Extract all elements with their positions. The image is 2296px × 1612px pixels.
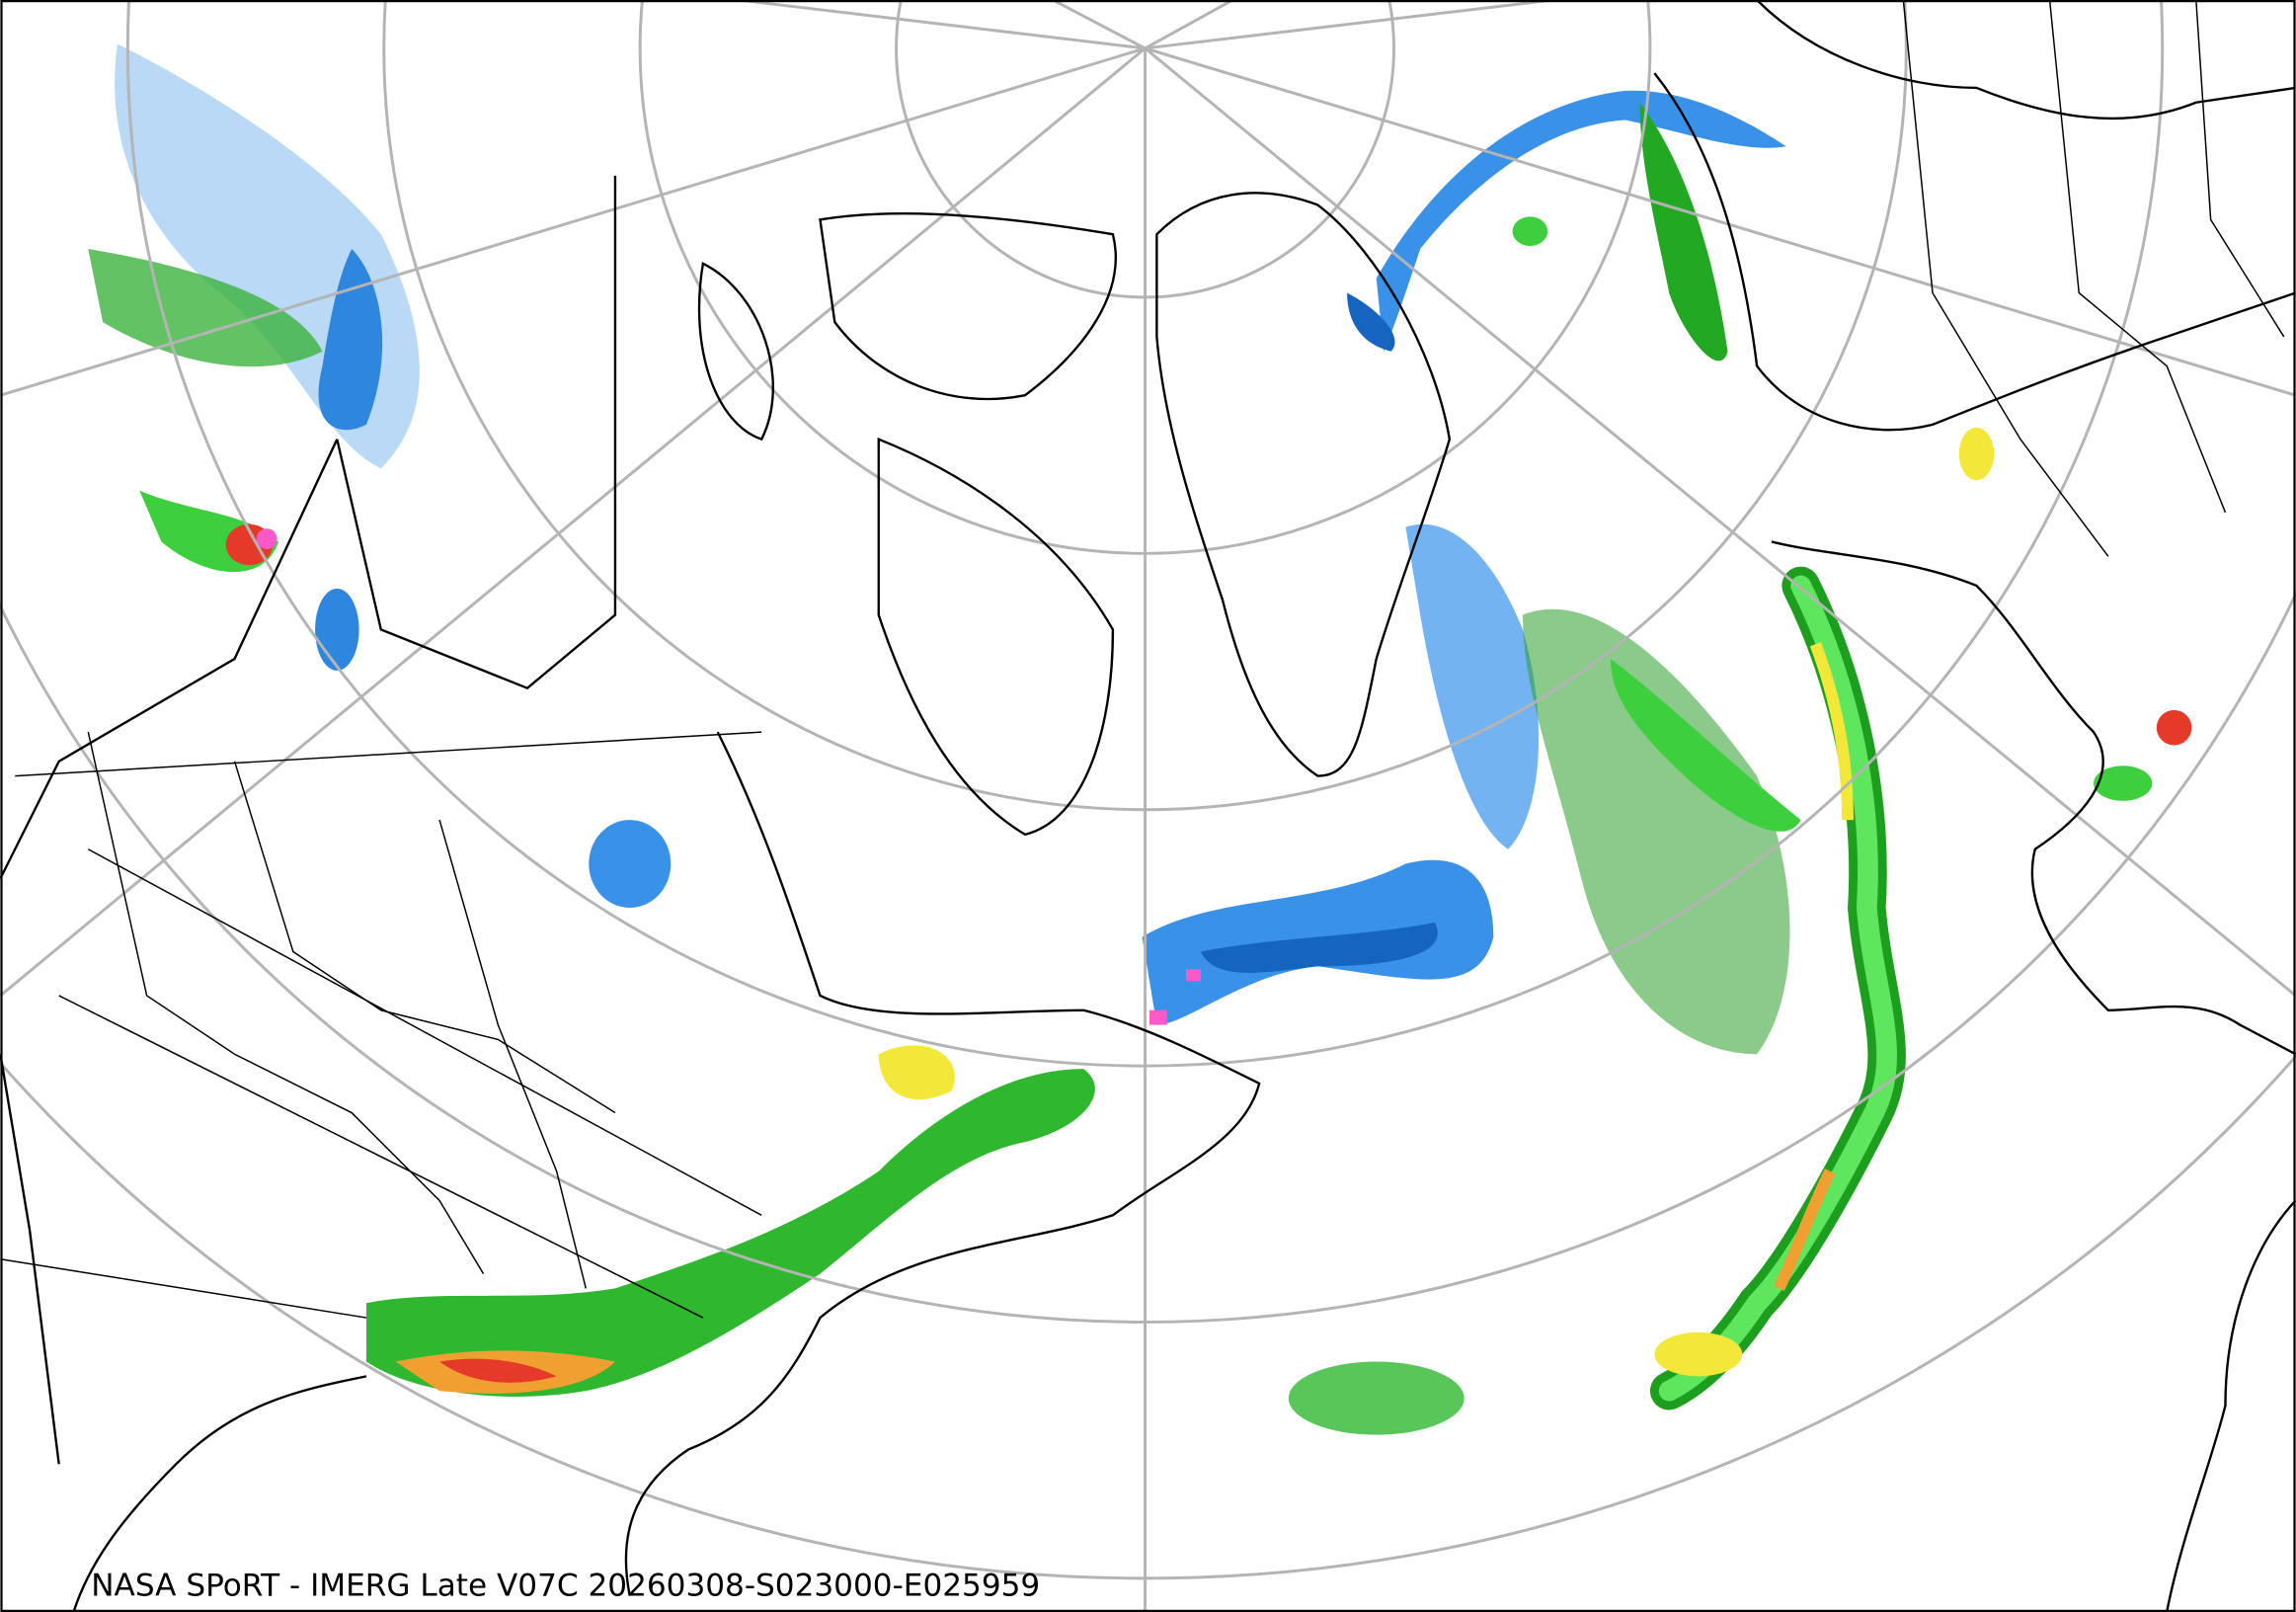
precipitation-shape xyxy=(1347,292,1395,352)
precipitation-shape xyxy=(1654,1331,1743,1377)
precipitation-shape xyxy=(365,1069,1095,1397)
borders-shape xyxy=(0,1258,367,1319)
graticule-shape xyxy=(1144,46,2296,998)
coastlines-shape xyxy=(624,731,1261,1596)
precipitation-shape xyxy=(1639,102,1728,362)
coastlines-shape xyxy=(1653,72,2296,432)
coastlines-shape xyxy=(1756,0,2296,121)
graticule-shape xyxy=(1145,46,2296,397)
graticule-shape xyxy=(0,46,1146,397)
precipitation-shape xyxy=(256,528,277,549)
precipitation-shape xyxy=(1148,1009,1167,1025)
coastlines-shape xyxy=(2166,1199,2296,1612)
precipitation-shape xyxy=(315,588,359,671)
precipitation-shape xyxy=(878,1045,955,1100)
precipitation-shape xyxy=(1376,90,1786,352)
coastlines-shape xyxy=(72,1375,367,1612)
borders-shape xyxy=(87,731,485,1274)
borders-shape xyxy=(2195,0,2285,338)
coastlines-shape xyxy=(1771,540,2296,1056)
graticule-shape xyxy=(0,46,1147,998)
borders-shape xyxy=(2048,0,2227,514)
precipitation-shape xyxy=(589,820,672,909)
coastlines-shape xyxy=(877,437,1115,837)
graticule-shape xyxy=(1050,0,1147,50)
borders-shape xyxy=(15,731,762,777)
graticule-shape xyxy=(726,0,1146,50)
precipitation-shape xyxy=(1186,969,1201,982)
borders-shape xyxy=(1902,0,2109,557)
precipitation-shape xyxy=(1512,216,1548,247)
coastlines-shape xyxy=(1155,192,1452,777)
precipitation-shape xyxy=(2156,709,2192,746)
precipitation-shape xyxy=(1610,659,1801,832)
precipitation xyxy=(88,43,2192,1435)
graticule-shape xyxy=(1145,0,1566,50)
precipitation-shape xyxy=(1200,922,1438,973)
precipitation-shape xyxy=(2094,766,2153,801)
coastlines-shape xyxy=(0,1054,60,1465)
precipitation-shape xyxy=(318,248,383,431)
caption: NASA SPoRT - IMERG Late V07C 20260308-S0… xyxy=(91,1569,1040,1604)
precipitation-shape xyxy=(1288,1361,1465,1435)
precipitation-shape xyxy=(1809,642,1854,821)
coastlines-shape xyxy=(0,439,339,879)
precipitation-shape xyxy=(1774,1169,1836,1292)
precipitation-shape xyxy=(1522,608,1790,1055)
borders-shape xyxy=(438,819,588,1289)
precipitation-shape xyxy=(439,1358,557,1383)
borders-shape xyxy=(233,761,616,1114)
borders-shape xyxy=(87,848,762,1216)
coastlines-shape xyxy=(336,175,617,690)
graticule-shape xyxy=(1144,0,1236,50)
coastlines-shape xyxy=(697,262,774,442)
borders xyxy=(0,0,2285,1319)
precipitation-shape xyxy=(1958,427,1995,481)
precipitation-shape xyxy=(1405,524,1540,849)
borders-shape xyxy=(58,995,704,1319)
precipitation-shape xyxy=(88,248,323,367)
coastlines-shape xyxy=(819,212,1117,401)
precipitation-shape xyxy=(1658,575,1897,1402)
